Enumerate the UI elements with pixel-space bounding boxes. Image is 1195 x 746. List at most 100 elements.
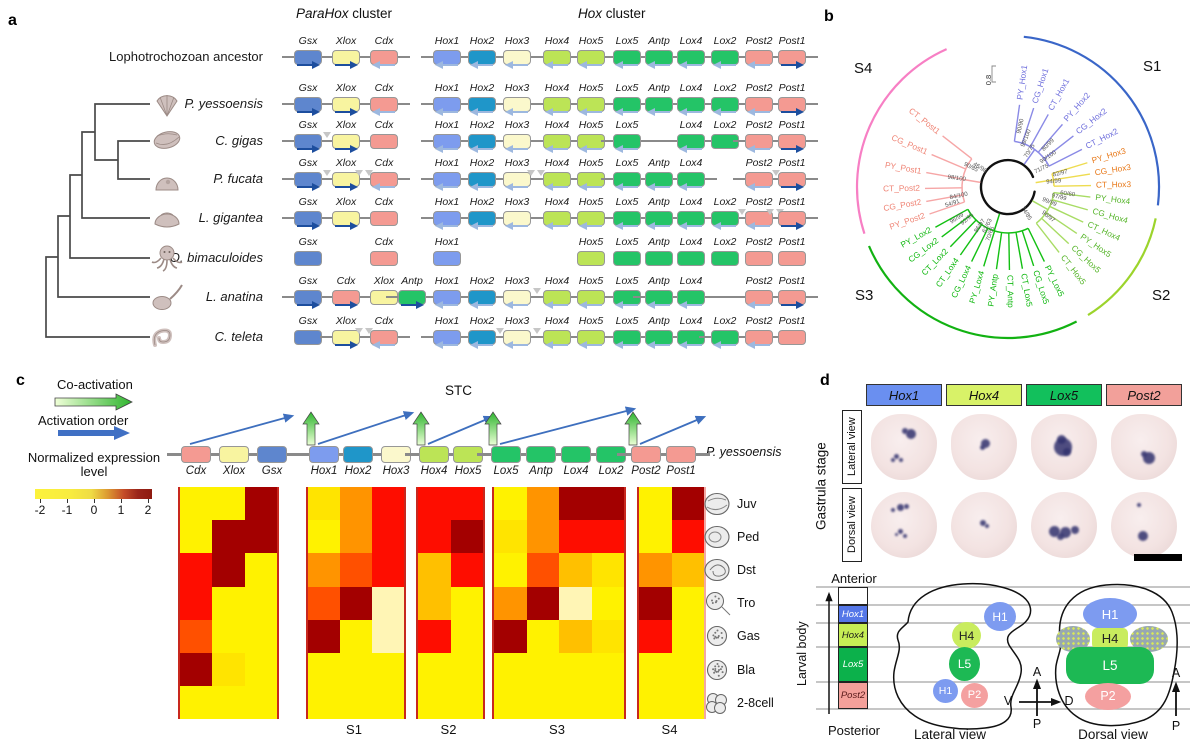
co-activation-label: Co-activation bbox=[57, 377, 133, 392]
pseudogene-triangle bbox=[533, 328, 541, 334]
gene-label-Xlox: Xlox bbox=[335, 315, 357, 327]
gene-box-Post1 bbox=[778, 329, 806, 345]
gene-label-Post2: Post2 bbox=[745, 157, 773, 169]
arrow-left bbox=[470, 108, 493, 116]
gene-label-Hox4: Hox4 bbox=[544, 35, 570, 47]
expression-stain-spot bbox=[894, 532, 898, 536]
gene-label-Xlox: Xlox bbox=[335, 196, 357, 208]
gene-diagram-line bbox=[405, 452, 497, 456]
tip-label-CG_Post1: CG_Post1 bbox=[890, 132, 929, 156]
subcluster-label-S1: S1 bbox=[346, 722, 362, 737]
arrow-left bbox=[470, 222, 493, 230]
support-value: 70/65 bbox=[985, 225, 996, 242]
heatmap-cell-Post1-Bla bbox=[671, 653, 704, 687]
arrow-left bbox=[579, 301, 602, 309]
arrow-left bbox=[679, 301, 702, 309]
gene-label-Hox5: Hox5 bbox=[578, 275, 604, 287]
gene-box-Post1 bbox=[778, 250, 806, 266]
heatmap-cell-Gsx-Ped bbox=[244, 520, 277, 554]
arrow-left bbox=[435, 145, 458, 153]
axis-label-p-right: P bbox=[1171, 719, 1181, 733]
tip-branch-CG_Hox2 bbox=[1043, 135, 1074, 160]
arrow-left bbox=[372, 108, 395, 116]
tip-branch-PY_Post2 bbox=[929, 201, 965, 215]
in-situ-embryo-Hox1-lateral bbox=[871, 414, 937, 480]
axis-label-a-right: A bbox=[1171, 666, 1181, 680]
heatmap-cell-Hox5-Ped bbox=[450, 520, 483, 554]
heatmap-cell-Hox2-Juv bbox=[340, 487, 372, 521]
dorsal-view-caption: Dorsal view bbox=[1078, 727, 1148, 742]
heatmap-cell-Hox5-Tro bbox=[450, 586, 483, 620]
arrow-left bbox=[545, 108, 568, 116]
gene-label-Xlox: Xlox bbox=[222, 465, 246, 477]
heatmap-cell-Cdx-Juv bbox=[180, 487, 213, 521]
support-value: 90/90 bbox=[1016, 118, 1025, 135]
heatmap-cell-Lox5-Dst bbox=[494, 553, 527, 587]
gene-label-Post2: Post2 bbox=[745, 196, 773, 208]
heatmap-cell-Gsx-Gas bbox=[244, 619, 277, 653]
gene-label-Post2: Post2 bbox=[745, 35, 773, 47]
species-label: P. yessoensis bbox=[706, 445, 782, 459]
gene-label-Hox2: Hox2 bbox=[469, 35, 495, 47]
clade-stem bbox=[1032, 200, 1049, 211]
species-icon-oyster bbox=[149, 126, 185, 156]
arrow-right bbox=[781, 222, 804, 230]
scale-tick bbox=[148, 499, 150, 503]
gene-label-Antp: Antp bbox=[648, 315, 670, 327]
heatmap-cell-Cdx-Gas bbox=[180, 619, 213, 653]
arrow-left bbox=[435, 108, 458, 116]
tip-branch-CG_Lox5 bbox=[1021, 230, 1035, 267]
gene-label-Lox2: Lox2 bbox=[713, 119, 737, 131]
gene-label-Hox4: Hox4 bbox=[544, 315, 570, 327]
pseudogene-triangle bbox=[365, 328, 373, 334]
phylogeny-tree-branch bbox=[117, 140, 150, 180]
in-situ-embryo-Hox1-dorsal bbox=[871, 492, 937, 558]
pseudogene-triangle bbox=[738, 209, 746, 215]
activation-order-arrow bbox=[58, 426, 130, 440]
gene-label-Lox4: Lox4 bbox=[679, 196, 703, 208]
arrow-left bbox=[615, 222, 638, 230]
arrow-right bbox=[297, 301, 320, 309]
gene-label-Hox5: Hox5 bbox=[578, 119, 604, 131]
support-value: 54/91 bbox=[944, 199, 961, 210]
tip-label-CG_Post2: CG_Post2 bbox=[883, 196, 923, 213]
pseudogene-triangle bbox=[527, 170, 535, 176]
gene-label-Cdx: Cdx bbox=[374, 315, 394, 327]
heatmap-cell-Post2-Gas bbox=[639, 619, 672, 653]
gene-diagram-line bbox=[477, 452, 640, 456]
gene-label-Post2: Post2 bbox=[745, 236, 773, 248]
gene-label-Cdx: Cdx bbox=[185, 465, 207, 477]
arrow-left bbox=[647, 183, 670, 191]
axis-label-d: D bbox=[1064, 694, 1074, 708]
co-activation-arrow bbox=[54, 393, 133, 411]
gene-label-Hox1: Hox1 bbox=[434, 236, 460, 248]
arrow-left bbox=[470, 145, 493, 153]
heatmap-cell-Hox2-Gas bbox=[340, 619, 372, 653]
subcluster-label-S4: S4 bbox=[661, 722, 678, 737]
heatmap-cell-Lox5-2-8cell bbox=[494, 686, 527, 720]
arrow-left bbox=[545, 301, 568, 309]
arrow-right bbox=[335, 183, 358, 191]
in-situ-embryo-Hox4-lateral bbox=[951, 414, 1017, 480]
gene-label-Hox2: Hox2 bbox=[469, 315, 495, 327]
stage-icon-2-8cell bbox=[702, 688, 732, 718]
pseudogene-triangle bbox=[355, 170, 363, 176]
gene-label-Post2: Post2 bbox=[745, 275, 773, 287]
gene-label-Lox4: Lox4 bbox=[679, 236, 703, 248]
gene-label-Post1: Post1 bbox=[778, 315, 806, 327]
heatmap-cell-Hox1-Dst bbox=[308, 553, 340, 587]
gene-label-Gsx: Gsx bbox=[298, 82, 318, 94]
arrow-left bbox=[747, 301, 770, 309]
arrow-left bbox=[372, 183, 395, 191]
expression-stain-spot bbox=[902, 533, 907, 538]
gene-label-Post1: Post1 bbox=[778, 82, 806, 94]
arrow-right bbox=[297, 108, 320, 116]
gene-label-Post1: Post1 bbox=[778, 275, 806, 287]
expression-stain-spot bbox=[1136, 503, 1141, 508]
expression-stain-spot bbox=[1070, 525, 1079, 534]
tip-label-PY_Post1: PY_Post1 bbox=[884, 160, 922, 176]
heatmap-cell-Hox2-2-8cell bbox=[340, 686, 372, 720]
dorsal-view-label: Dorsal view bbox=[842, 488, 862, 562]
gene-label-Post2: Post2 bbox=[745, 119, 773, 131]
